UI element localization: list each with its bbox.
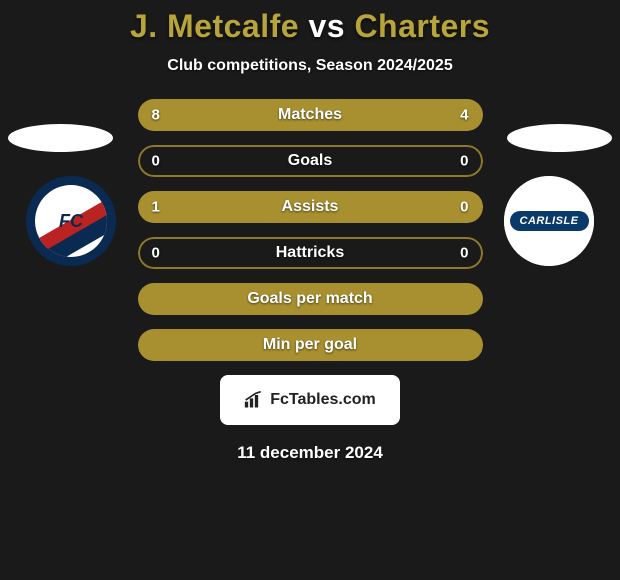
stat-label: Assists xyxy=(282,198,339,216)
date-text: 11 december 2024 xyxy=(0,443,620,463)
stat-label: Matches xyxy=(278,106,342,124)
club-badge-left-inner: FC xyxy=(35,185,107,257)
stat-value-right: 0 xyxy=(460,199,468,216)
brand-pill[interactable]: FcTables.com xyxy=(220,375,400,425)
stat-value-left: 0 xyxy=(152,153,160,170)
stat-label: Hattricks xyxy=(276,244,344,262)
stat-bars: 8 4 Matches 0 0 Goals 1 0 Assists 0 0 Hattricks Goal… xyxy=(138,99,483,361)
vs-separator: vs xyxy=(308,8,345,44)
photo-placeholder-right xyxy=(507,124,612,152)
stat-value-left: 0 xyxy=(152,245,160,262)
stat-row: 8 4 Matches xyxy=(138,99,483,131)
photo-placeholder-left xyxy=(8,124,113,152)
stat-row: Min per goal xyxy=(138,329,483,361)
page-title: J. Metcalfe vs Charters xyxy=(0,8,620,45)
subtitle: Club competitions, Season 2024/2025 xyxy=(0,57,620,75)
stat-label: Goals xyxy=(288,152,332,170)
stat-row: Goals per match xyxy=(138,283,483,315)
stat-value-right: 0 xyxy=(460,153,468,170)
club-badge-left: FC xyxy=(26,176,116,266)
stat-value-left: 1 xyxy=(152,199,160,216)
club-badge-right: CARLISLE xyxy=(504,176,594,266)
club-badge-left-text: FC xyxy=(59,211,83,232)
brand-chart-icon xyxy=(244,391,264,409)
stat-value-right: 4 xyxy=(460,107,468,124)
brand-text: FcTables.com xyxy=(270,391,376,409)
club-badge-right-text: CARLISLE xyxy=(510,211,589,231)
stat-value-right: 0 xyxy=(460,245,468,262)
stat-label: Goals per match xyxy=(247,290,372,308)
comparison-card: J. Metcalfe vs Charters Club competition… xyxy=(0,0,620,463)
stat-row: 0 0 Hattricks xyxy=(138,237,483,269)
player2-name: Charters xyxy=(354,8,490,44)
stat-value-left: 8 xyxy=(152,107,160,124)
stat-row: 0 0 Goals xyxy=(138,145,483,177)
stat-label: Min per goal xyxy=(263,336,357,354)
club-badge-right-inner: CARLISLE xyxy=(504,176,594,266)
stat-row: 1 0 Assists xyxy=(138,191,483,223)
player1-name: J. Metcalfe xyxy=(130,8,299,44)
